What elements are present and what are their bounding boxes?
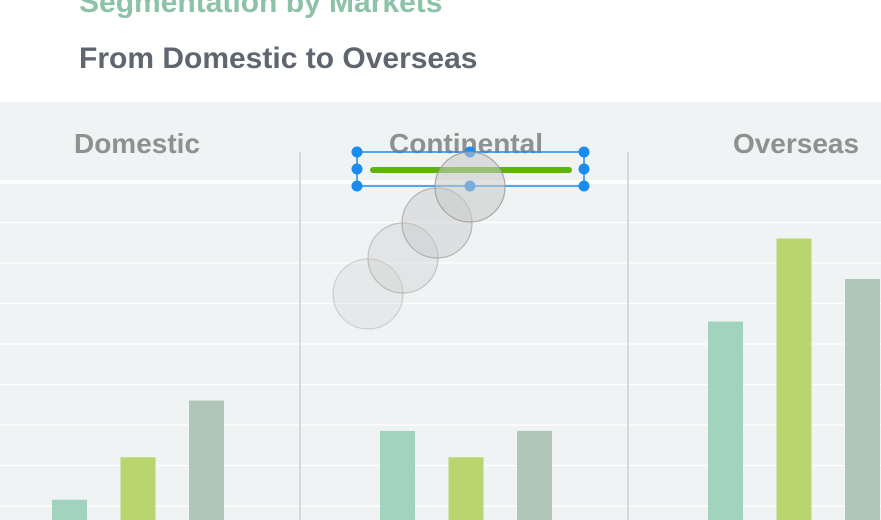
bar-overseas-3[interactable]: [845, 279, 880, 520]
handle-top-center[interactable]: [464, 146, 476, 158]
bar-domestic-1[interactable]: [52, 499, 87, 520]
handle-middle-left[interactable]: [351, 163, 363, 175]
bar-continental-3[interactable]: [517, 430, 552, 520]
bar-continental-2[interactable]: [448, 457, 484, 520]
category-label-domestic: Domestic: [73, 128, 201, 159]
bar-overseas-2[interactable]: [776, 238, 812, 520]
chart-canvas: [0, 152, 881, 520]
handle-bottom-center[interactable]: [464, 180, 476, 192]
handle-bottom-right[interactable]: [578, 180, 590, 192]
handle-middle-right[interactable]: [578, 163, 590, 175]
handle-top-right[interactable]: [578, 146, 590, 158]
bar-domestic-3[interactable]: [189, 400, 224, 520]
bar-continental-1[interactable]: [380, 430, 415, 520]
category-label-overseas: Overseas: [732, 128, 860, 159]
bar-domestic-2[interactable]: [120, 457, 156, 520]
handle-top-left[interactable]: [351, 146, 363, 158]
handle-bottom-left[interactable]: [351, 180, 363, 192]
bar-overseas-1[interactable]: [708, 321, 743, 520]
slide-subtitle: From Domestic to Overseas: [79, 42, 478, 75]
bar-chart[interactable]: Domestic Continental Overseas: [0, 102, 881, 520]
slide-title: Segmentation by Markets: [79, 0, 443, 19]
